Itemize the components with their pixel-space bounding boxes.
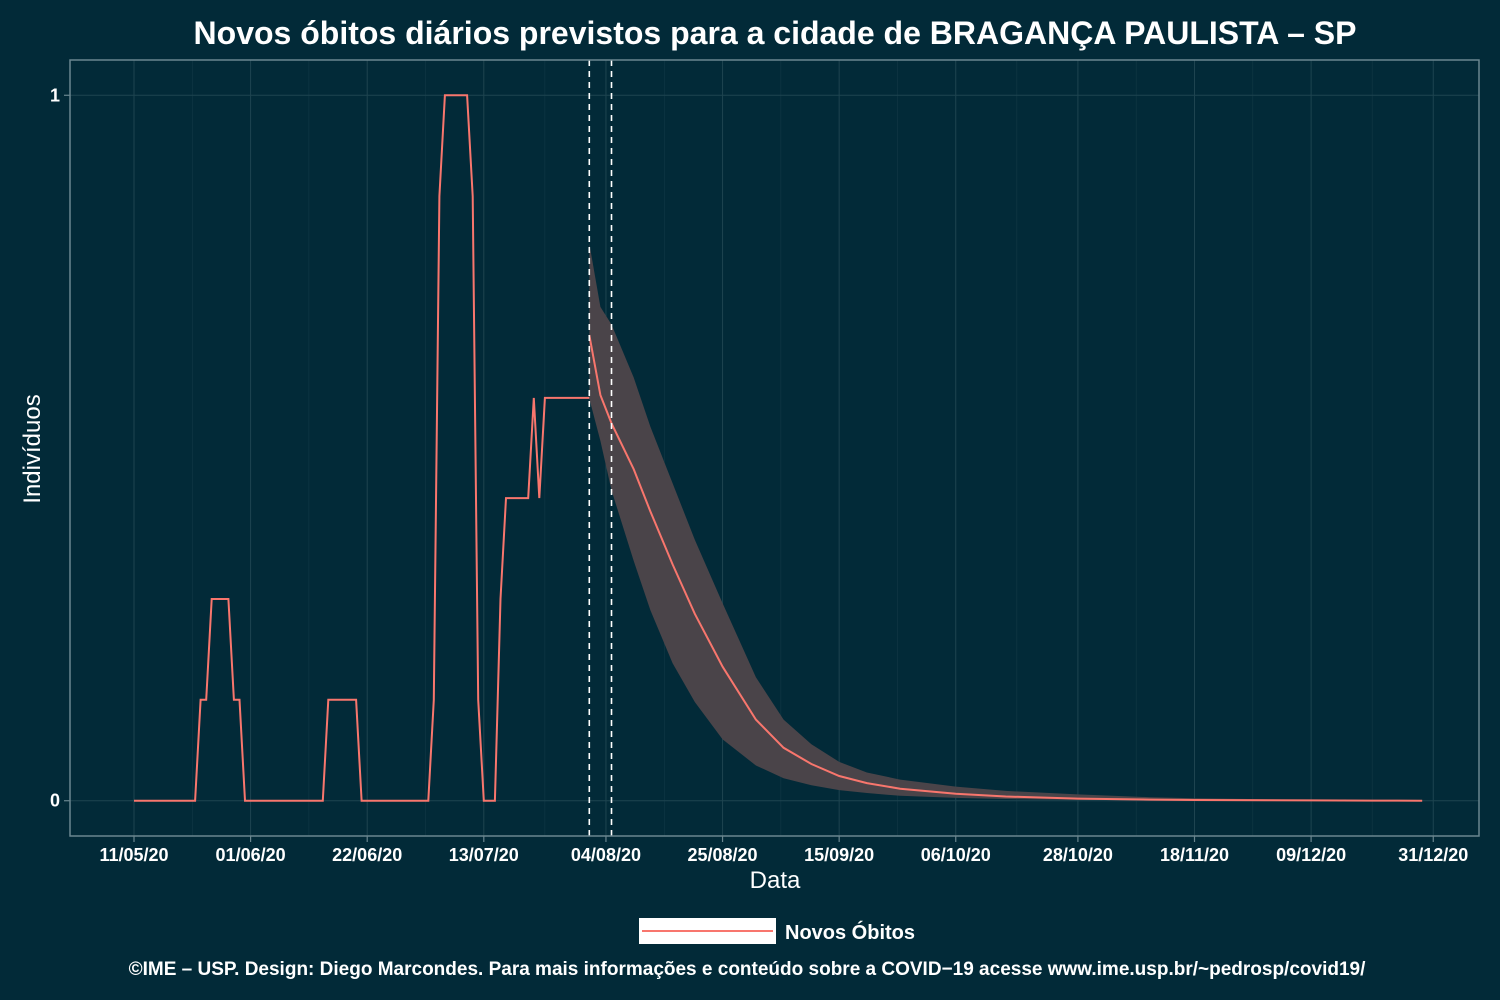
x-axis-title: Data	[750, 867, 801, 894]
x-tick-label: 31/12/20	[1398, 845, 1468, 865]
x-tick-label: 13/07/20	[449, 845, 519, 865]
x-tick-label: 06/10/20	[921, 845, 991, 865]
y-tick-label: 1	[50, 85, 60, 105]
x-tick-label: 22/06/20	[332, 845, 402, 865]
x-tick-label: 18/11/20	[1160, 845, 1229, 865]
plot-frame	[69, 59, 1480, 837]
observed-line	[134, 94, 590, 802]
forecast-band	[589, 243, 1423, 801]
x-tick-label: 25/08/20	[688, 845, 758, 865]
forecast-date-lines	[588, 60, 613, 836]
x-tick-label: 15/09/20	[804, 845, 874, 865]
forecast-line	[588, 334, 1423, 802]
chart-title: Novos óbitos diários previstos para a ci…	[194, 15, 1357, 51]
series-line-group	[134, 94, 1423, 802]
x-tick-label: 01/06/20	[216, 845, 286, 865]
legend: Novos Óbitos	[639, 918, 915, 944]
grid	[70, 60, 1479, 836]
y-axis-title: Indivíduos	[19, 394, 46, 503]
x-tick-label: 09/12/20	[1276, 845, 1346, 865]
y-axis-ticks: 01	[50, 85, 70, 811]
caption: ©IME – USP. Design: Diego Marcondes. Par…	[129, 959, 1366, 980]
x-axis-ticks: 11/05/20 01/06/20 22/06/20 13/07/20 04/08/20…	[99, 836, 1468, 865]
x-tick-label: 04/08/20	[571, 845, 641, 865]
x-tick-label: 28/10/20	[1043, 845, 1113, 865]
forecast-band-group	[589, 243, 1423, 801]
legend-label: Novos Óbitos	[785, 920, 915, 944]
x-tick-label: 11/05/20	[99, 845, 168, 865]
y-tick-label: 0	[50, 791, 60, 811]
